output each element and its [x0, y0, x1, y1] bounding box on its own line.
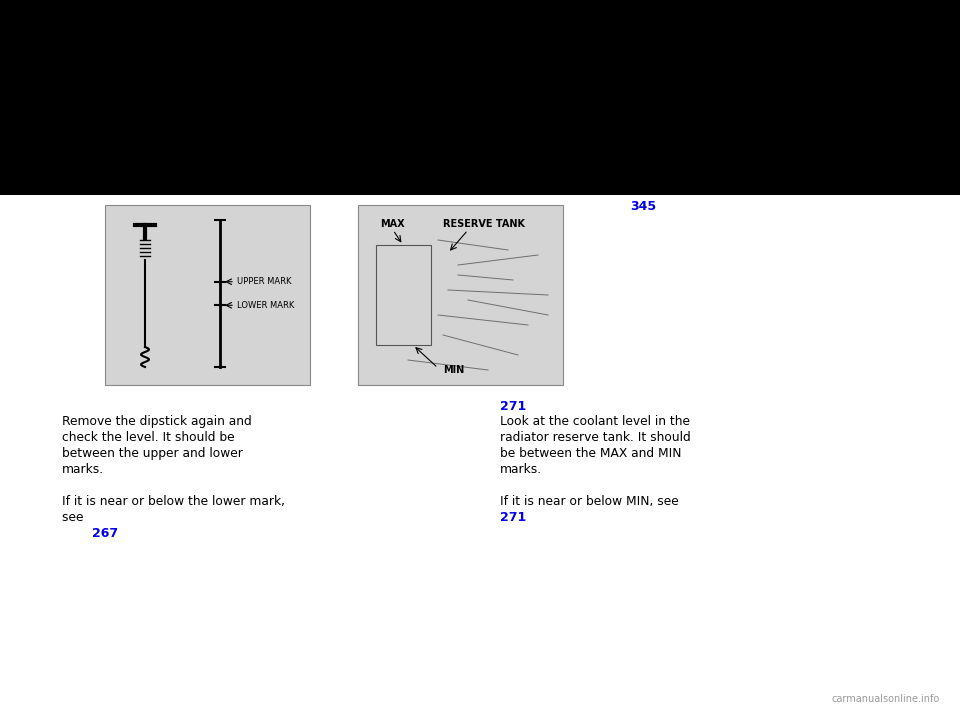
Text: UPPER MARK: UPPER MARK: [237, 277, 292, 286]
Text: If it is near or below the lower mark,: If it is near or below the lower mark,: [62, 495, 285, 508]
Text: MIN: MIN: [443, 365, 465, 375]
Text: 271: 271: [500, 400, 526, 413]
Bar: [358, 205, 563, 385]
Text: MAX: MAX: [380, 219, 404, 229]
Bar: [105, 205, 310, 385]
Text: If it is near or below MIN, see: If it is near or below MIN, see: [500, 495, 679, 508]
Bar: [0, 0, 960, 195]
Text: 271: 271: [500, 511, 526, 524]
Text: be between the MAX and MIN: be between the MAX and MIN: [500, 447, 682, 460]
Text: LOWER MARK: LOWER MARK: [237, 301, 295, 310]
Text: Remove the dipstick again and: Remove the dipstick again and: [62, 415, 252, 428]
Text: radiator reserve tank. It should: radiator reserve tank. It should: [500, 431, 691, 444]
Text: check the level. It should be: check the level. It should be: [62, 431, 234, 444]
Text: marks.: marks.: [500, 463, 542, 476]
Text: Look at the coolant level in the: Look at the coolant level in the: [500, 415, 690, 428]
Text: between the upper and lower: between the upper and lower: [62, 447, 243, 460]
Text: marks.: marks.: [62, 463, 104, 476]
Text: RESERVE TANK: RESERVE TANK: [443, 219, 525, 229]
Text: 267: 267: [92, 527, 118, 540]
Text: carmanualsonline.info: carmanualsonline.info: [831, 694, 940, 704]
Text: 345: 345: [630, 200, 656, 213]
Text: see: see: [62, 511, 91, 524]
Bar: [376, 245, 431, 345]
